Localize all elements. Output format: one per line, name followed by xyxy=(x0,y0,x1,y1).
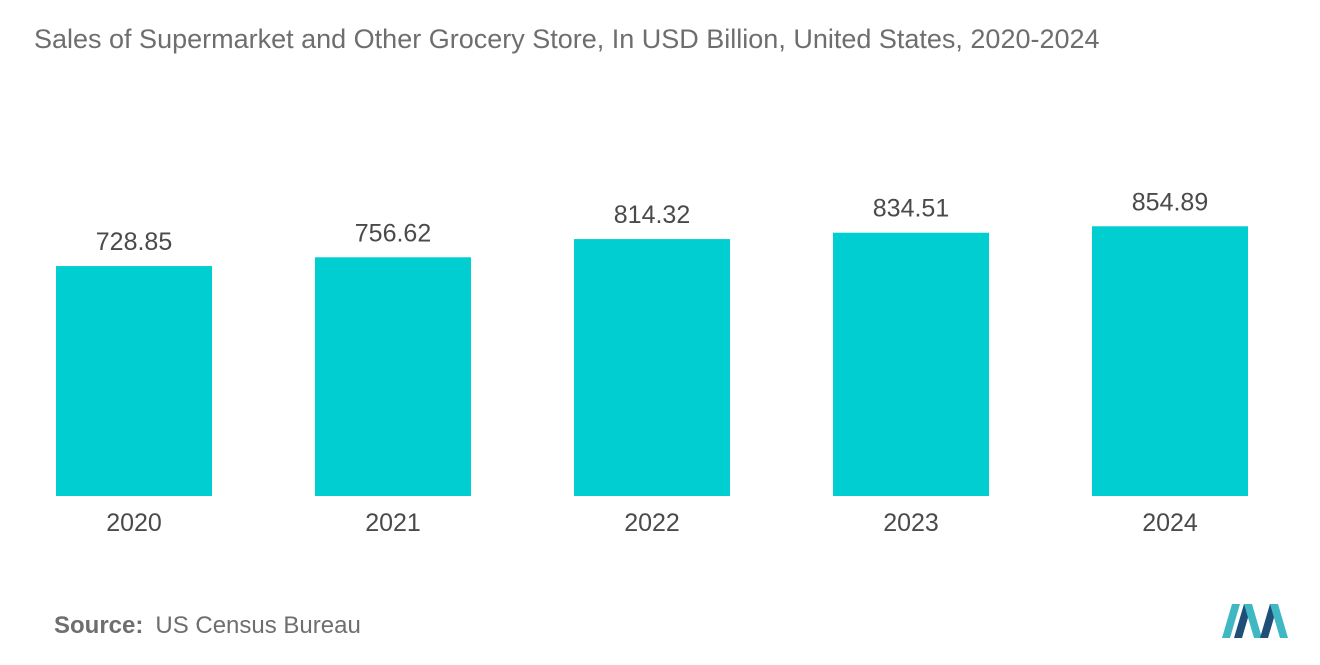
data-label-2020: 728.85 xyxy=(96,228,172,256)
data-label-2021: 756.62 xyxy=(355,219,431,247)
chart-title: Sales of Supermarket and Other Grocery S… xyxy=(34,24,1100,54)
x-tick-label-2024: 2024 xyxy=(1142,509,1198,537)
bar-2020 xyxy=(56,266,212,496)
bar-2022 xyxy=(574,239,730,497)
brand-logo-icon xyxy=(1222,604,1288,638)
bar-chart: 728.85 2020 756.62 2021 814.32 2022 834.51 2023… xyxy=(56,188,1248,537)
source-value: US Census Bureau xyxy=(155,612,361,639)
x-tick-label-2022: 2022 xyxy=(624,509,680,537)
bar-2023 xyxy=(833,232,989,496)
bar-2024 xyxy=(1092,226,1248,496)
x-tick-label-2021: 2021 xyxy=(365,509,421,537)
source-label: Source: xyxy=(54,612,144,639)
data-label-2024: 854.89 xyxy=(1132,188,1208,216)
x-tick-label-2023: 2023 xyxy=(883,509,939,537)
data-label-2022: 814.32 xyxy=(614,201,690,229)
x-tick-label-2020: 2020 xyxy=(106,509,162,537)
source-footer: Source: US Census Bureau xyxy=(54,612,361,640)
bar-2021 xyxy=(315,257,471,496)
data-label-2023: 834.51 xyxy=(873,195,949,223)
